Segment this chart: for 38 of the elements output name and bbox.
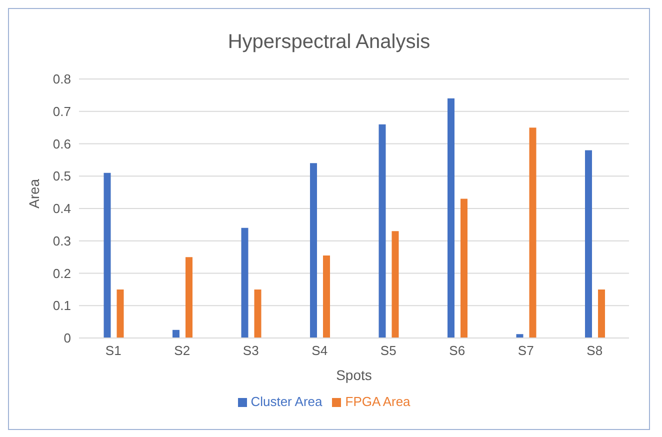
bar	[585, 150, 592, 338]
bar	[516, 334, 524, 338]
legend-label: Cluster Area	[250, 394, 322, 409]
bar	[116, 289, 124, 338]
x-tick-label: S5	[380, 343, 396, 358]
y-tick-label: 0.2	[52, 266, 71, 281]
legend-label: FPGA Area	[345, 394, 410, 409]
bar	[310, 163, 317, 338]
bar	[598, 289, 605, 338]
bar	[448, 98, 454, 338]
bar	[460, 198, 468, 338]
x-tick-label: S6	[449, 343, 466, 358]
y-tick-label: 0.5	[52, 168, 71, 184]
bar	[254, 289, 262, 338]
x-tick-label: S7	[518, 343, 534, 358]
x-axis-title: Spots	[336, 367, 372, 383]
bar	[529, 128, 536, 338]
chart-title: Hyperspectral Analysis	[226, 31, 432, 54]
y-axis-title: Area	[26, 178, 42, 208]
y-tick-label: 0	[64, 330, 71, 346]
y-tick-label: 0.4	[52, 201, 71, 216]
y-tick-label: 0.6	[52, 136, 71, 152]
bar	[172, 330, 180, 338]
bar	[104, 172, 111, 338]
x-tick-label: S3	[242, 343, 259, 358]
bar	[186, 257, 192, 338]
bar	[378, 124, 386, 338]
x-tick-label: S8	[586, 343, 603, 358]
y-tick-label: 0.3	[52, 233, 71, 248]
y-tick-label: 0.8	[52, 72, 71, 87]
y-tick-label: 0.7	[52, 104, 71, 119]
x-tick-label: S4	[312, 343, 328, 358]
y-tick-label: 0.1	[52, 298, 71, 314]
bar	[323, 255, 330, 338]
bar	[392, 231, 399, 338]
x-tick-label: S1	[105, 343, 122, 358]
bar	[241, 228, 248, 338]
x-tick-label: S2	[174, 343, 190, 358]
